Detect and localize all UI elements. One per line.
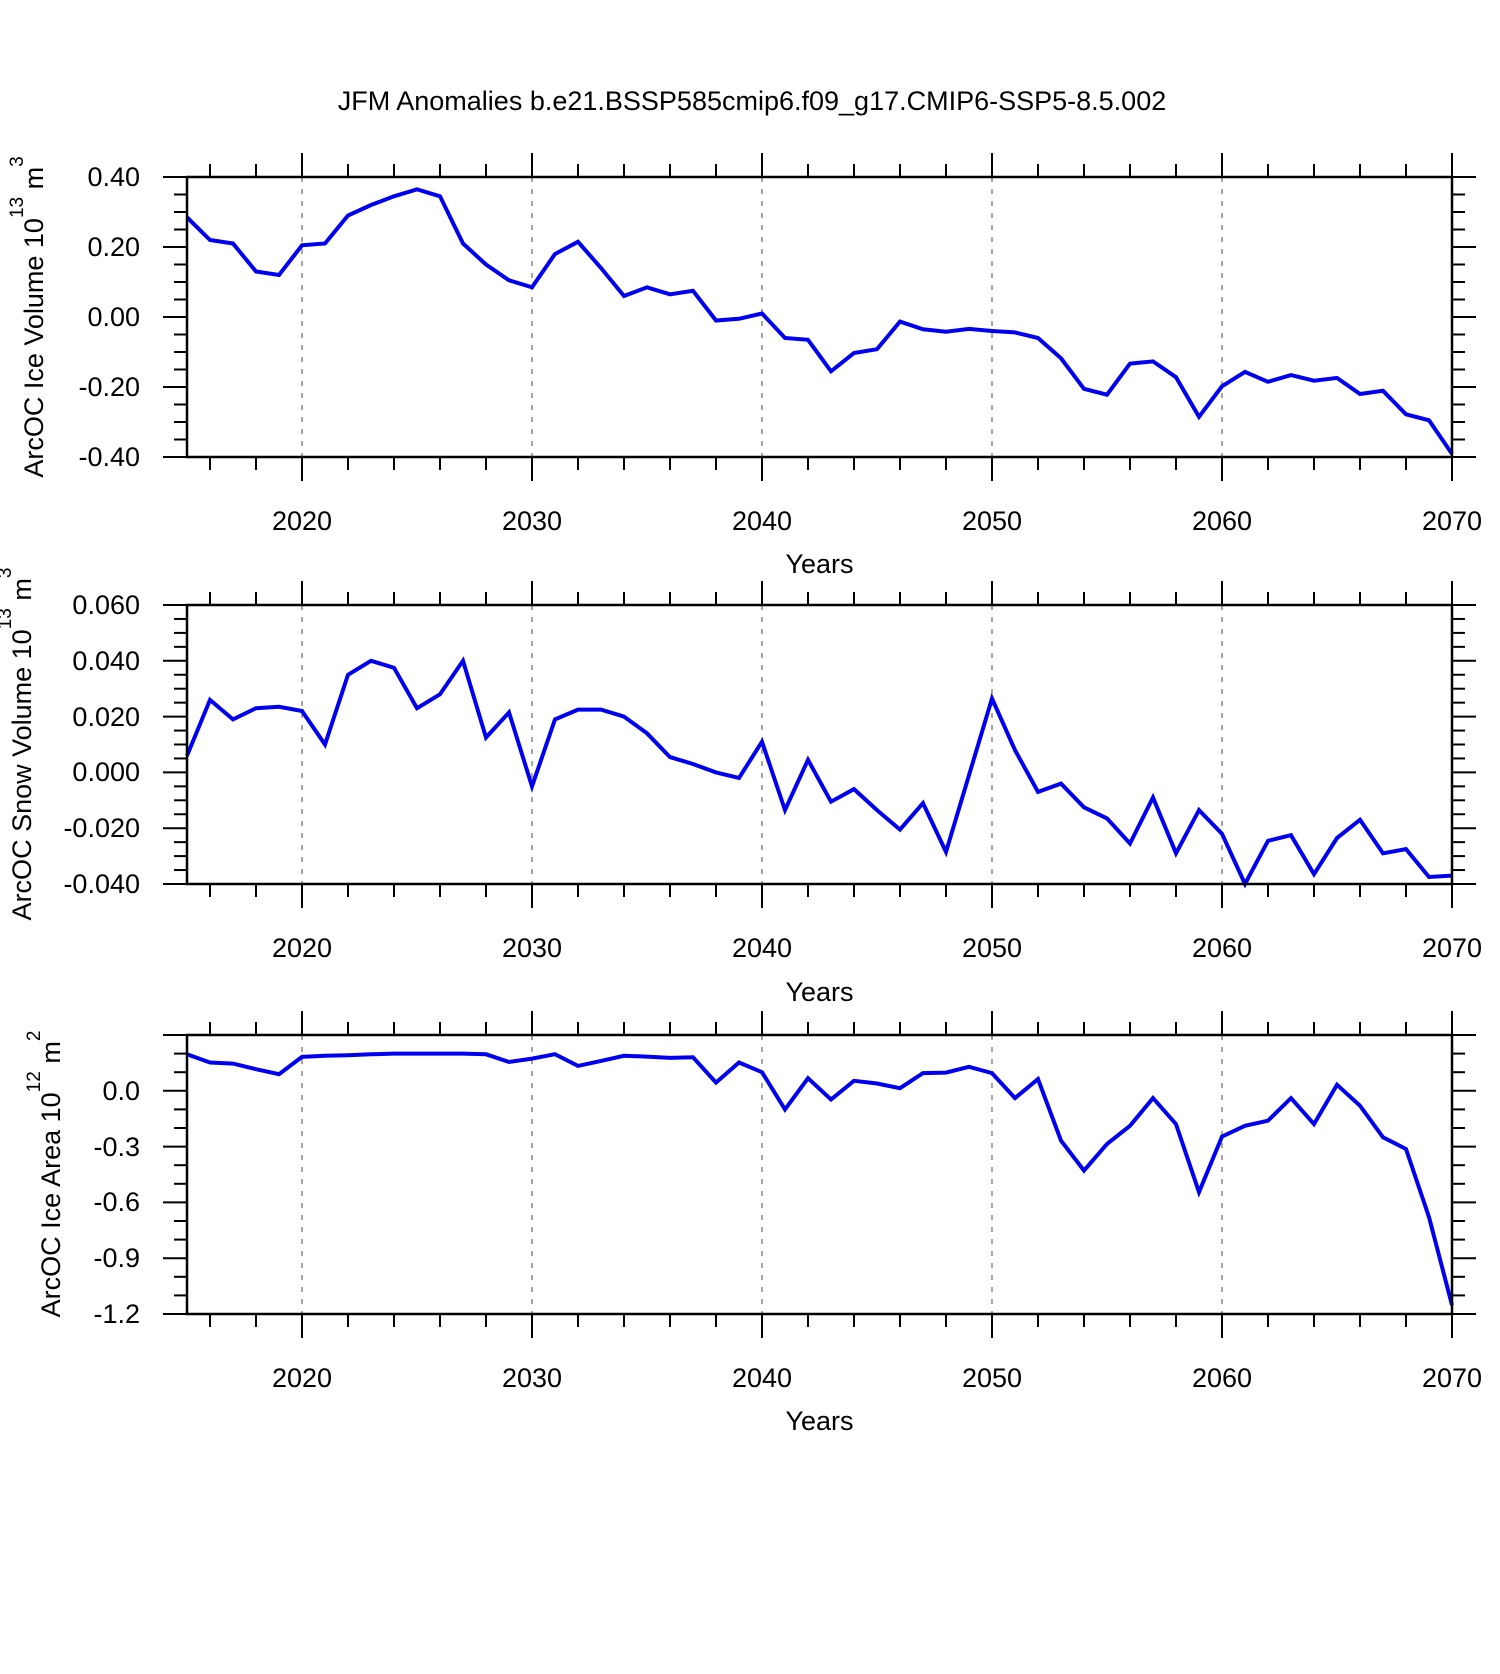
x-tick-label: 2040 [731, 1363, 793, 1393]
x-tick-label: 2040 [731, 506, 793, 536]
y-tick-label: 0.40 [87, 162, 140, 192]
chart-title: JFM Anomalies b.e21.BSSP585cmip6.f09_g17… [337, 86, 1167, 116]
x-tick-label: 2050 [961, 506, 1023, 536]
y-tick-label: 0.000 [72, 757, 140, 788]
x-tick-label: 2030 [501, 506, 563, 536]
x-tick-label: 2020 [271, 933, 333, 963]
figure: JFM Anomalies b.e21.BSSP585cmip6.f09_g17… [0, 86, 1483, 1436]
y-tick-label: -0.20 [78, 372, 140, 402]
x-tick-label: 2060 [1191, 506, 1253, 536]
y-tick-label: 0.00 [87, 302, 140, 332]
x-tick-label: 2020 [271, 1363, 333, 1393]
plot-frame [185, 1033, 1454, 1316]
x-tick-label: 2030 [501, 933, 563, 963]
y-tick-label: 0.060 [72, 590, 140, 620]
x-tick-label: 2070 [1421, 506, 1483, 536]
plot-frame [185, 175, 1454, 459]
charts-canvas [163, 153, 1476, 1338]
plot-frame [185, 603, 1454, 886]
data-line-ice-volume [185, 187, 1454, 456]
y-tick-label: 0.040 [72, 645, 140, 676]
unit-exponent: 2 [23, 1030, 45, 1042]
x-tick-label: 2050 [961, 933, 1023, 963]
x-tick-label: 2020 [271, 506, 333, 536]
y-tick-label: -0.40 [78, 442, 140, 472]
y-tick-label: 0.20 [87, 232, 140, 262]
x-tick-label: 2070 [1421, 933, 1483, 963]
x-tick-label: 2030 [501, 1363, 563, 1393]
x-axis-title: Years [785, 977, 854, 1007]
x-tick-label: 2060 [1191, 1363, 1253, 1393]
data-line-ice-area [186, 1051, 1454, 1306]
unit: m [36, 1041, 66, 1072]
exponent: 13 [0, 608, 16, 630]
y-tick-label: -0.3 [93, 1131, 140, 1162]
y-tick-label: 0.020 [72, 701, 140, 732]
y-tick-label: -0.040 [63, 869, 140, 899]
x-tick-label: 2050 [961, 1363, 1023, 1393]
x-axis-title: Years [785, 549, 854, 579]
y-tick-label: -0.6 [93, 1187, 140, 1218]
y-tick-label: -0.9 [93, 1243, 140, 1274]
y-tick-label: -0.020 [63, 813, 140, 844]
x-tick-label: 2040 [731, 933, 793, 963]
y-tick-label: 0.0 [102, 1075, 140, 1106]
x-tick-label: 2070 [1421, 1363, 1483, 1393]
x-tick-label: 2060 [1191, 933, 1253, 963]
y-tick-label: -1.2 [93, 1299, 140, 1329]
unit-exponent: 3 [0, 568, 16, 579]
data-line-snow-volume [185, 656, 1453, 889]
x-axis-title: Years [785, 1406, 854, 1436]
exponent: 13 [6, 196, 28, 219]
